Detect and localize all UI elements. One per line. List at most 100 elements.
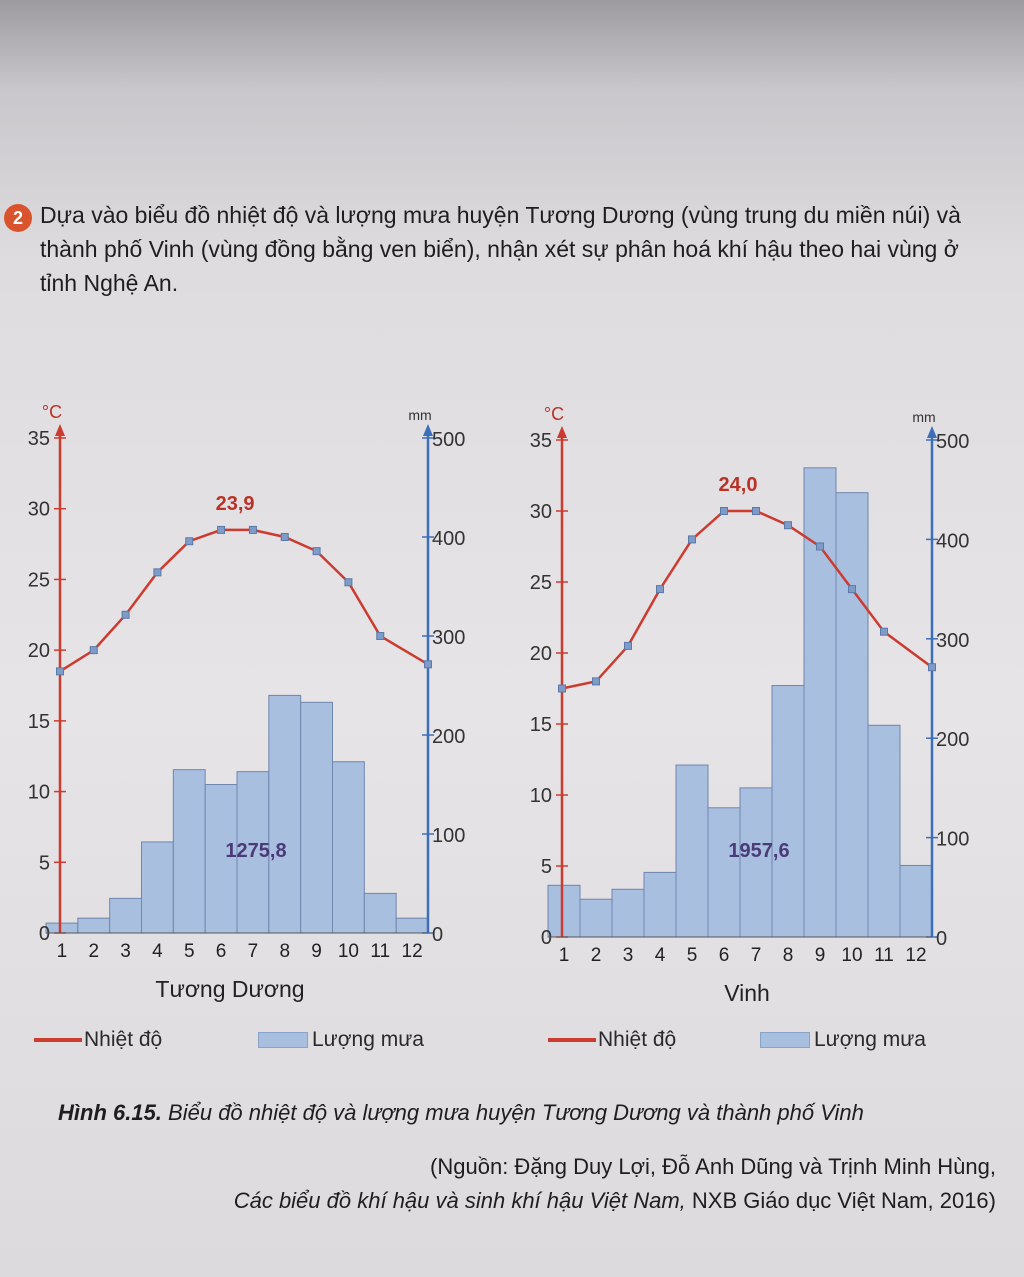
temperature-line (561, 509, 933, 690)
caption-text: Biểu đồ nhiệt độ và lượng mưa huyện Tươn… (168, 1100, 864, 1125)
rain-bar-8 (268, 694, 302, 934)
temperature-point-4 (153, 568, 162, 577)
left-tick-label: 0 (541, 927, 552, 949)
left-tick-label: 5 (39, 852, 50, 874)
right-tick-label: 200 (936, 729, 969, 751)
temperature-point-3 (121, 610, 130, 619)
x-tick-label: 9 (815, 945, 826, 966)
right-tick-label: 500 (936, 431, 969, 453)
max-temp-label: 24,0 (719, 474, 758, 496)
left-axis-arrow-icon (55, 424, 65, 436)
temperature-point-12 (424, 660, 432, 669)
legend-rain-label: Lượng mưa (312, 1028, 424, 1051)
x-tick-label: 3 (623, 945, 634, 966)
rain-bar-1 (547, 884, 581, 938)
x-tick-label: 8 (279, 941, 290, 962)
rain-bar-10 (332, 761, 365, 934)
rain-bar-3 (611, 888, 645, 938)
rain-bar-6 (204, 784, 238, 934)
temperature-point-2 (592, 677, 600, 686)
right-tick-label: 400 (936, 530, 969, 552)
left-tick-label: 10 (530, 785, 552, 807)
rain-bar-2 (579, 898, 613, 938)
rain-bar-5 (172, 769, 206, 934)
temp-line-swatch (548, 1038, 596, 1043)
rain-bar-10 (835, 492, 869, 938)
rain-bar-6 (707, 807, 741, 938)
caption-label: Hình 6.15. (58, 1100, 162, 1125)
x-tick-label: 1 (559, 945, 570, 966)
right-axis-unit: mm (912, 409, 935, 425)
left-axis-unit: °C (544, 404, 564, 424)
question-number-badge: 2 (4, 204, 32, 232)
temperature-point-12 (928, 663, 936, 672)
left-tick-label: 0 (39, 923, 50, 945)
right-tick-label: 200 (432, 726, 465, 748)
x-tick-label: 3 (120, 941, 131, 962)
left-axis-unit: °C (42, 402, 62, 422)
x-tick-label: 11 (370, 941, 390, 962)
rain-bar-9 (300, 701, 333, 934)
x-tick-label: 11 (874, 945, 894, 966)
temperature-point-7 (248, 525, 257, 534)
temperature-point-3 (624, 641, 632, 650)
right-tick-label: 500 (432, 429, 465, 451)
left-tick-label: 5 (541, 856, 552, 878)
left-tick-label: 35 (28, 428, 50, 450)
temperature-point-8 (784, 521, 792, 530)
legend-temp-right: Nhiệt độ (548, 1028, 676, 1052)
right-tick-label: 300 (432, 627, 465, 649)
x-tick-label: 6 (216, 941, 227, 962)
temperature-point-6 (720, 507, 728, 515)
rain-bar-7 (236, 771, 270, 934)
right-axis-arrow-icon (423, 424, 433, 436)
right-tick-label: 400 (432, 528, 465, 550)
chart-title: Vinh (724, 980, 770, 1006)
x-tick-label: 7 (751, 945, 762, 966)
max-temp-label: 23,9 (216, 493, 255, 515)
legend-temp-label: Nhiệt độ (598, 1028, 677, 1051)
rain-bar-8 (771, 685, 805, 938)
temperature-point-11 (376, 632, 385, 640)
figure-caption: Hình 6.15. Biểu đồ nhiệt độ và lượng mưa… (58, 1100, 988, 1126)
x-tick-label: 2 (591, 945, 602, 966)
total-rain-label: 1275,8 (225, 840, 286, 862)
rain-bar-9 (803, 467, 837, 938)
left-tick-label: 35 (530, 430, 552, 452)
rain-bar-1 (45, 922, 79, 934)
left-tick-label: 15 (28, 711, 50, 733)
legend-rain-left: Lượng mưa (258, 1028, 424, 1052)
rain-bar-swatch (258, 1032, 308, 1049)
x-tick-label: 12 (402, 941, 423, 962)
left-tick-label: 25 (530, 572, 552, 594)
rain-bar-5 (675, 764, 709, 938)
legend-rain-label: Lượng mưa (814, 1028, 926, 1051)
right-tick-label: 300 (936, 630, 969, 652)
temp-line-swatch (34, 1038, 82, 1043)
right-tick-label: 100 (936, 829, 969, 851)
figure-source: (Nguồn: Đặng Duy Lợi, Đỗ Anh Dũng và Trị… (96, 1150, 996, 1218)
left-tick-label: 30 (28, 499, 50, 521)
rain-bar-4 (643, 871, 677, 938)
source-line-1: (Nguồn: Đặng Duy Lợi, Đỗ Anh Dũng và Trị… (430, 1154, 996, 1179)
source-line-2: Các biểu đồ khí hậu và sinh khí hậu Việt… (96, 1184, 996, 1218)
right-axis-arrow-icon (927, 426, 937, 438)
legend-rain-right: Lượng mưa (760, 1028, 926, 1052)
x-tick-label: 7 (248, 941, 259, 962)
rain-bar-11 (363, 892, 397, 934)
question-text: Dựa vào biểu đồ nhiệt độ và lượng mưa hu… (40, 202, 961, 296)
temperature-point-5 (185, 537, 194, 546)
x-tick-label: 4 (152, 941, 163, 962)
x-tick-label: 1 (57, 941, 68, 962)
right-tick-label: 0 (936, 928, 947, 950)
right-tick-label: 100 (432, 825, 465, 847)
temperature-point-11 (880, 627, 888, 636)
temperature-point-4 (656, 585, 664, 594)
x-tick-label: 10 (338, 941, 359, 962)
x-tick-label: 9 (311, 941, 322, 962)
temperature-point-10 (848, 585, 856, 594)
